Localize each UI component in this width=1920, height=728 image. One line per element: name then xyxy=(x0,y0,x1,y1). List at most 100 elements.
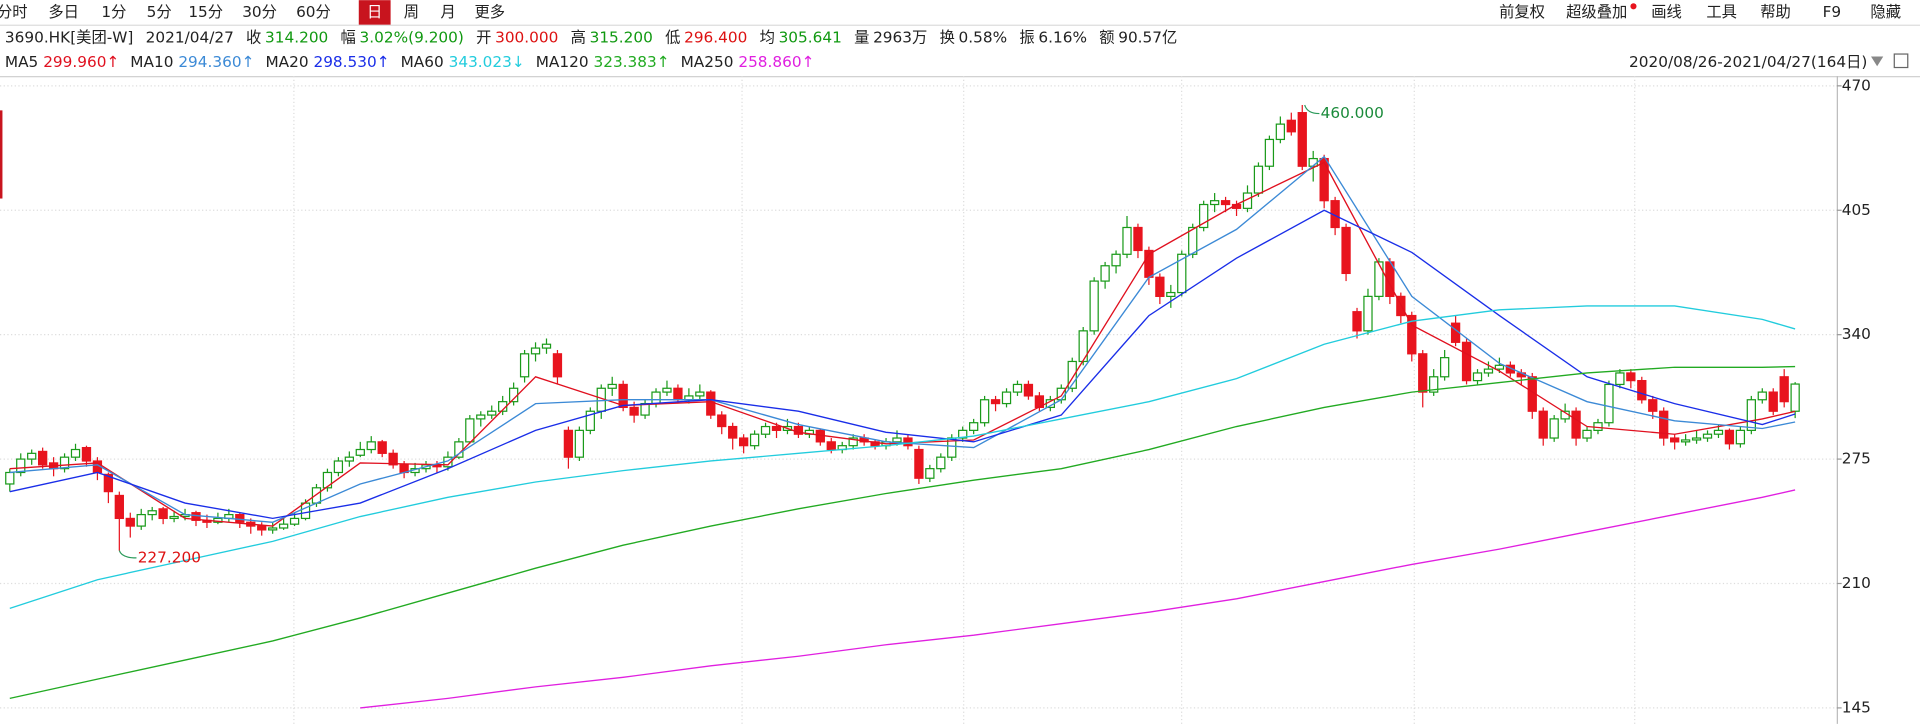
candle-body xyxy=(848,437,858,447)
period-button[interactable]: 5分 xyxy=(147,3,172,21)
field-value: 296.400 xyxy=(684,29,747,47)
candle-body xyxy=(760,425,771,435)
candle-body xyxy=(936,456,946,470)
candle-body xyxy=(1593,422,1603,431)
y-tick-label: 210 xyxy=(1842,574,1871,592)
candle-body xyxy=(519,353,530,378)
candle-body xyxy=(1659,410,1669,439)
period-button[interactable]: 60分 xyxy=(296,3,331,21)
toolbar-button[interactable]: F9 xyxy=(1823,3,1842,21)
period-button[interactable]: 分时 xyxy=(0,3,28,21)
candle-body xyxy=(1363,295,1373,332)
high-label: 460.000 xyxy=(1321,104,1384,122)
candle-body xyxy=(1637,379,1647,401)
ma-legend-name: MA5 xyxy=(5,53,38,71)
ma-legend-value: 298.530↑ xyxy=(313,53,389,71)
candle-body xyxy=(1297,112,1307,167)
candle-body xyxy=(70,448,81,458)
candle-body xyxy=(826,441,836,451)
ma-line xyxy=(9,155,1796,523)
field-label: 换 xyxy=(940,29,955,47)
candle-body xyxy=(1253,165,1264,194)
candle-body xyxy=(16,458,26,474)
low-connector xyxy=(118,550,137,559)
period-button[interactable]: 周 xyxy=(404,3,419,21)
field-label: 幅 xyxy=(341,29,356,47)
candle-body xyxy=(958,429,968,439)
candle-body xyxy=(59,456,70,470)
candle-body xyxy=(1177,253,1187,294)
candle-body xyxy=(530,347,541,355)
toolbar-button[interactable]: 帮助 xyxy=(1760,3,1791,21)
period-button[interactable]: 更多 xyxy=(474,3,505,21)
candle-body xyxy=(1505,364,1516,374)
period-button[interactable]: 日 xyxy=(367,3,382,21)
high-connector xyxy=(1304,104,1320,115)
candle-body xyxy=(695,391,705,397)
candle-body xyxy=(1571,410,1581,439)
candle-body xyxy=(618,383,628,409)
candle-body xyxy=(1461,341,1472,382)
candle-body xyxy=(1735,429,1746,445)
candle-body xyxy=(1341,226,1351,275)
candle-body xyxy=(979,399,990,424)
field-value: 0.58% xyxy=(959,29,1008,47)
field-value: 6.16% xyxy=(1038,29,1087,47)
toolbar-button[interactable]: 前复权 xyxy=(1499,3,1545,21)
candle-body xyxy=(1648,399,1658,412)
candle-body xyxy=(585,410,595,431)
candle-body xyxy=(925,468,935,479)
candle-body xyxy=(541,343,552,349)
candle-body xyxy=(257,525,267,531)
candle-body xyxy=(1604,383,1614,424)
toolbar-button[interactable]: 隐藏 xyxy=(1870,3,1901,21)
period-selected-bg xyxy=(358,0,391,25)
symbol: 3690.HK[美团-W] xyxy=(5,29,134,47)
candle-body xyxy=(1691,437,1702,441)
candle-body xyxy=(771,425,782,431)
candle-body xyxy=(563,429,574,458)
candle-body xyxy=(103,473,114,493)
candle-body xyxy=(749,433,760,447)
candle-body xyxy=(1199,203,1209,229)
field-label: 收 xyxy=(246,29,261,47)
ma-line xyxy=(9,161,1796,527)
candle-body xyxy=(1757,391,1767,401)
candle-body xyxy=(377,441,387,454)
period-button[interactable]: 月 xyxy=(441,3,456,21)
candle-body xyxy=(147,510,157,516)
candle-body xyxy=(169,515,179,520)
candle-body xyxy=(333,460,344,474)
period-button[interactable]: 1分 xyxy=(101,3,126,21)
range-dropdown[interactable] xyxy=(1871,56,1884,67)
candle-body xyxy=(990,399,1001,405)
toolbar-button[interactable]: 画线 xyxy=(1651,3,1682,21)
field-label: 量 xyxy=(854,29,869,47)
field-label: 低 xyxy=(665,29,680,47)
candle-body xyxy=(1155,276,1165,298)
field-label: 高 xyxy=(571,29,586,47)
candle-body xyxy=(1023,383,1034,397)
candle-body xyxy=(1374,261,1384,298)
candle-body xyxy=(1779,376,1789,403)
toolbar-button[interactable]: 超级叠加 xyxy=(1566,3,1627,21)
toolbar-button[interactable]: 工具 xyxy=(1706,3,1737,21)
ma-legend-name: MA250 xyxy=(681,53,734,71)
period-button[interactable]: 15分 xyxy=(188,3,223,21)
period-button[interactable]: 30分 xyxy=(242,3,277,21)
ma-legend-value: 343.023↓ xyxy=(449,53,525,71)
candle-body xyxy=(114,494,124,520)
candle-body xyxy=(1670,437,1680,443)
candle-body xyxy=(1582,429,1592,439)
candle-body xyxy=(1352,311,1362,332)
candle-body xyxy=(1746,399,1756,431)
candle-body xyxy=(914,448,924,479)
candle-body xyxy=(673,387,683,401)
candle-body xyxy=(81,446,92,462)
candle-body xyxy=(1100,265,1110,282)
period-button[interactable]: 多日 xyxy=(48,3,79,21)
candle-body xyxy=(27,452,37,460)
expand-icon[interactable] xyxy=(1893,53,1909,69)
